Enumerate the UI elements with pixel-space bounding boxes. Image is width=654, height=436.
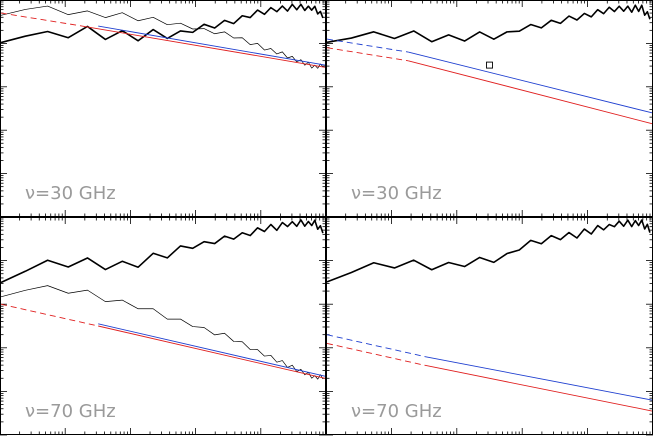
model-line (98, 325, 326, 379)
axis-ticks (0, 217, 326, 436)
panel-frame (0, 217, 326, 435)
axis-ticks (325, 217, 653, 436)
panel-frame (0, 0, 326, 217)
frequency-label: ν=70 GHz (25, 401, 116, 422)
square-marker (486, 61, 493, 69)
model-line-dashed (326, 343, 425, 366)
spectrum-curve-thin (0, 285, 324, 380)
model-line-dashed (326, 334, 425, 357)
panel-frame (326, 0, 653, 217)
panel-top-left: ν=30 GHz (0, 0, 326, 218)
panel-bottom-left: ν=70 GHz (0, 217, 326, 436)
panel-frame (326, 217, 653, 435)
spectrum-curve-thick (0, 3, 324, 44)
model-line-dashed (326, 38, 409, 53)
spectrum-curve-thick (326, 4, 651, 44)
model-line-dashed (0, 12, 83, 27)
frequency-label: ν=70 GHz (351, 401, 442, 422)
model-line (424, 356, 653, 401)
model-line (81, 25, 326, 68)
axis-ticks (0, 0, 326, 218)
spectrum-curve-thick (0, 219, 324, 284)
panel-bottom-right: ν=70 GHz (325, 217, 653, 436)
spectrum-curve-thick (326, 219, 651, 283)
model-line-dashed (0, 303, 99, 327)
model-line (98, 323, 326, 377)
panel-top-right: ν=30 GHz (325, 0, 653, 218)
frequency-label: ν=30 GHz (351, 183, 442, 204)
frequency-label: ν=30 GHz (25, 183, 116, 204)
model-line (408, 60, 653, 125)
model-line (424, 364, 653, 412)
axis-ticks (325, 0, 653, 218)
model-line-dashed (326, 47, 409, 62)
model-line (408, 51, 653, 114)
model-line (98, 25, 326, 66)
